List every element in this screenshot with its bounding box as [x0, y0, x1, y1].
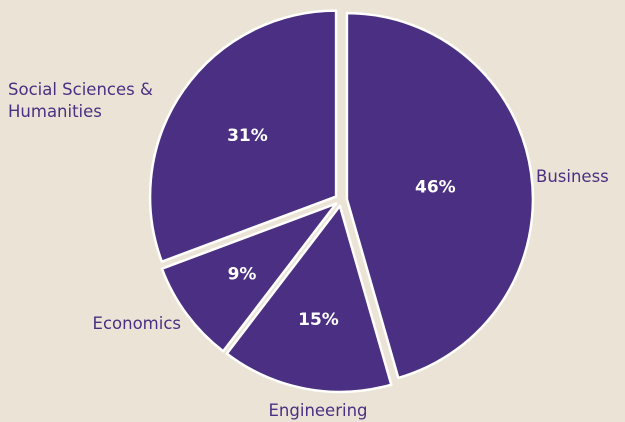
category-label-economics: Economics — [93, 314, 181, 333]
pie-slice-business — [345, 11, 535, 380]
category-label-business: Business — [536, 167, 609, 186]
pie-slice-social-sciences-humanities — [148, 9, 338, 263]
value-label-economics: 9% — [228, 264, 257, 284]
value-label-engineering: 15% — [298, 310, 339, 330]
pie-slice-economics — [160, 202, 338, 353]
category-label-engineering: Engineering — [269, 401, 368, 420]
category-label-social-sciences-humanities: Social Sciences & Humanities — [8, 80, 153, 121]
value-label-business: 46% — [415, 178, 456, 198]
value-label-social-sciences-humanities: 31% — [227, 126, 268, 146]
pie-slice-engineering — [225, 204, 393, 394]
